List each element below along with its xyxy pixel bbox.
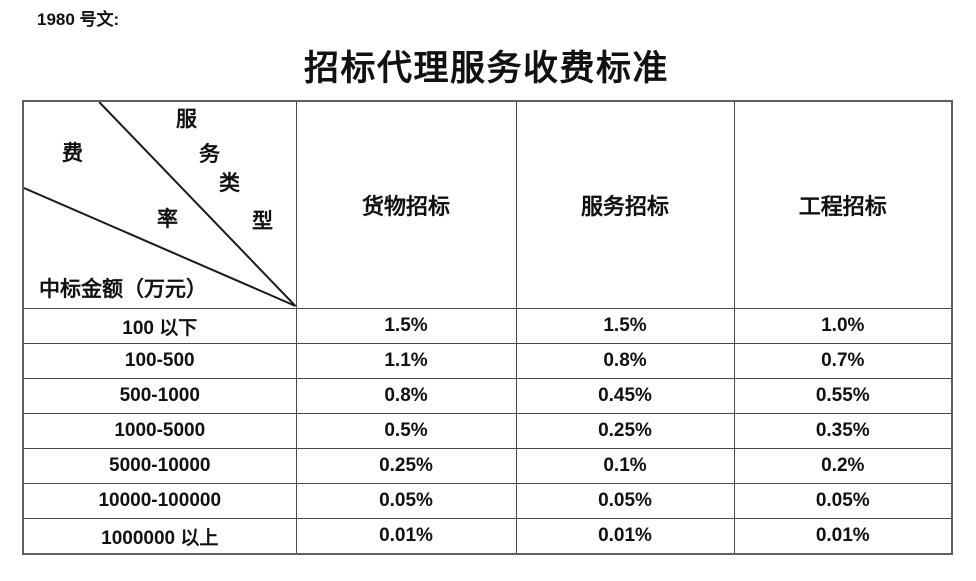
rate-value-cell: 1.0% — [733, 308, 953, 344]
rate-value-cell: 0.55% — [733, 378, 953, 414]
corner-service-type-char: 务 — [199, 142, 220, 166]
doc-number-label: 1980 号文: — [37, 10, 120, 29]
rate-value-cell: 0.45% — [515, 378, 735, 414]
table-row: 10000-100000 0.05% 0.05% 0.05% — [22, 483, 953, 519]
fee-table: 服 务 类 型 费 率 中标金额（万元） 货物招标 服务招标 工程招标 100 … — [22, 100, 953, 555]
rate-value-cell: 0.7% — [733, 343, 953, 379]
rate-value-cell: 0.01% — [295, 518, 517, 555]
corner-service-type-char: 型 — [252, 209, 273, 233]
corner-fee-rate-char: 费 — [62, 141, 83, 165]
corner-service-type-char: 类 — [219, 171, 240, 195]
corner-service-type-char: 服 — [176, 107, 197, 131]
rate-value-cell: 0.25% — [295, 448, 517, 484]
rate-value-cell: 0.01% — [515, 518, 735, 555]
rate-value-cell: 0.05% — [733, 483, 953, 519]
rate-value-cell: 0.35% — [733, 413, 953, 449]
table-row: 100 以下 1.5% 1.5% 1.0% — [22, 308, 953, 344]
amount-range-cell: 100 以下 — [22, 308, 297, 344]
rate-value-cell: 0.1% — [515, 448, 735, 484]
rate-value-cell: 0.05% — [295, 483, 517, 519]
rate-value-cell: 1.1% — [295, 343, 517, 379]
rate-value-cell: 1.5% — [515, 308, 735, 344]
rate-value-cell: 0.25% — [515, 413, 735, 449]
rate-value-cell: 1.5% — [295, 308, 517, 344]
rate-value-cell: 0.05% — [515, 483, 735, 519]
table-row: 100-500 1.1% 0.8% 0.7% — [22, 343, 953, 379]
fee-table-body: 100 以下 1.5% 1.5% 1.0% 100-500 1.1% 0.8% 0.7% 500… — [22, 308, 953, 555]
corner-amount-axis-label: 中标金额（万元） — [39, 277, 207, 301]
header-row: 服 务 类 型 费 率 中标金额（万元） 货物招标 服务招标 工程招标 — [22, 100, 953, 309]
table-row: 1000000 以上 0.01% 0.01% 0.01% — [22, 518, 953, 555]
corner-fee-rate-char: 率 — [157, 207, 178, 231]
rate-value-cell: 0.01% — [733, 518, 953, 555]
rate-value-cell: 0.5% — [295, 413, 517, 449]
column-header-engineering: 工程招标 — [733, 100, 953, 309]
column-header-service: 服务招标 — [515, 100, 735, 309]
table-row: 5000-10000 0.25% 0.1% 0.2% — [22, 448, 953, 484]
rate-value-cell: 0.2% — [733, 448, 953, 484]
amount-range-cell: 5000-10000 — [22, 448, 297, 484]
rate-value-cell: 0.8% — [295, 378, 517, 414]
amount-range-cell: 10000-100000 — [22, 483, 297, 519]
table-corner-cell: 服 务 类 型 费 率 中标金额（万元） — [22, 100, 297, 309]
amount-range-cell: 500-1000 — [22, 378, 297, 414]
rate-value-cell: 0.8% — [515, 343, 735, 379]
amount-range-cell: 1000-5000 — [22, 413, 297, 449]
diagonal-divider-lines — [24, 102, 295, 307]
amount-range-cell: 1000000 以上 — [22, 518, 297, 555]
column-header-goods: 货物招标 — [295, 100, 517, 309]
table-row: 500-1000 0.8% 0.45% 0.55% — [22, 378, 953, 414]
amount-range-cell: 100-500 — [22, 343, 297, 379]
table-row: 1000-5000 0.5% 0.25% 0.35% — [22, 413, 953, 449]
page-title: 招标代理服务收费标准 — [303, 49, 669, 88]
